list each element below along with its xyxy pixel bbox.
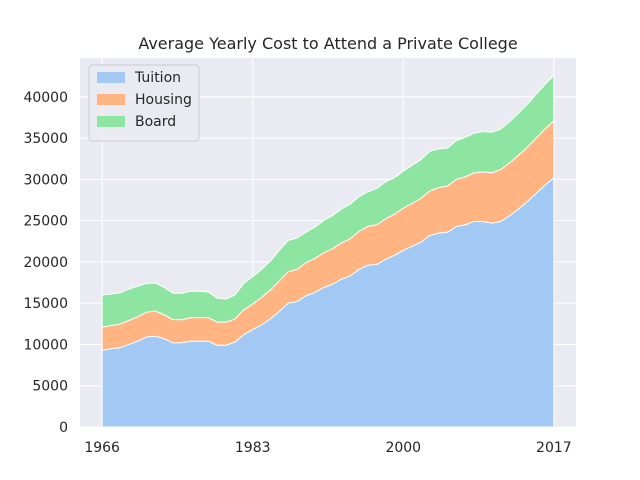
y-tick-label: 20000 [23, 255, 68, 271]
y-tick-label: 35000 [23, 131, 68, 147]
legend-swatch-board [97, 116, 125, 127]
chart-title: Average Yearly Cost to Attend a Private … [138, 34, 517, 53]
y-tick-label: 10000 [23, 337, 68, 353]
y-tick-label: 25000 [23, 214, 68, 230]
legend-label-board: Board [135, 114, 176, 130]
area-board [101, 74, 555, 328]
areas [101, 74, 555, 428]
y-tick-label: 40000 [23, 90, 68, 106]
y-tick-label: 15000 [23, 296, 68, 312]
y-tick-label: 30000 [23, 172, 68, 188]
y-tick-label: 0 [59, 420, 68, 436]
legend-label-tuition: Tuition [134, 70, 181, 86]
legend-swatch-tuition [97, 72, 125, 83]
x-tick-label: 2017 [536, 440, 572, 456]
x-tick-labels: 1966 1983 2000 2017 [84, 440, 571, 456]
legend-swatch-housing [97, 94, 125, 105]
y-tick-labels: 0 5000 10000 15000 20000 25000 30000 35000 40000 [23, 90, 68, 436]
y-tick-label: 5000 [32, 379, 68, 395]
x-tick-label: 2000 [385, 440, 421, 456]
legend-label-housing: Housing [135, 92, 192, 108]
x-tick-label: 1983 [235, 440, 271, 456]
legend: Tuition Housing Board [88, 64, 200, 142]
x-tick-label: 1966 [84, 440, 120, 456]
